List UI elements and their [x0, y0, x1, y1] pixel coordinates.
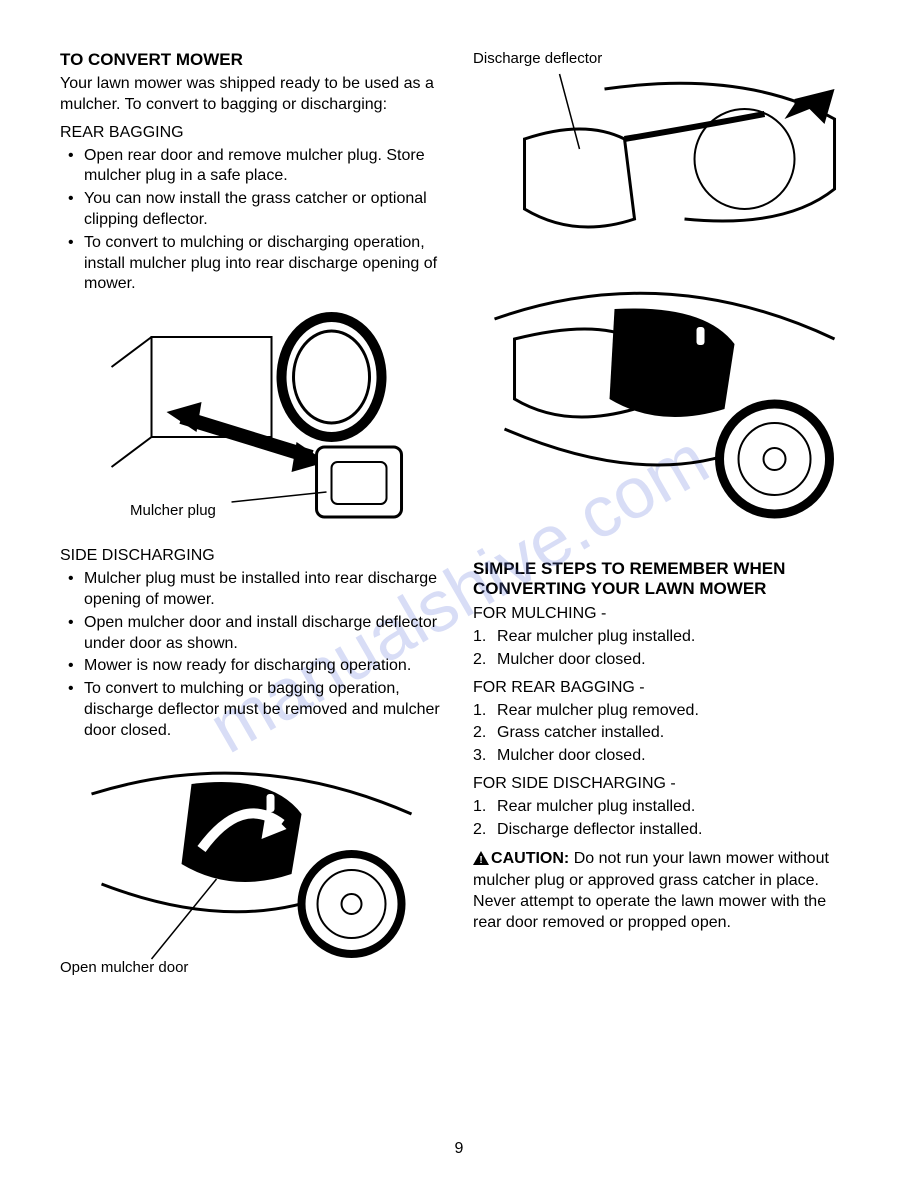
- subheading-for-side-discharging: FOR SIDE DISCHARGING -: [473, 775, 856, 793]
- caution-label: CAUTION:: [491, 850, 569, 867]
- subheading-for-rear-bagging: FOR REAR BAGGING -: [473, 679, 856, 697]
- list-item: 2.Discharge deflector installed.: [473, 820, 856, 841]
- diagram-mulcher-plug: Mulcher plug: [60, 307, 443, 527]
- heading-convert-mower: TO CONVERT MOWER: [60, 50, 443, 70]
- intro-text: Your lawn mower was shipped ready to be …: [60, 74, 443, 116]
- list-for-rear-bagging: 1.Rear mulcher plug removed. 2.Grass cat…: [473, 701, 856, 767]
- bullets-side-discharging: Mulcher plug must be installed into rear…: [60, 569, 443, 741]
- list-item: 1.Rear mulcher plug installed.: [473, 797, 856, 818]
- diagram-svg: [473, 69, 856, 269]
- subheading-for-mulching: FOR MULCHING -: [473, 605, 856, 623]
- list-item-text: Mulcher door closed.: [497, 651, 646, 668]
- diagram-svg: [473, 279, 856, 539]
- warning-icon: !: [473, 851, 489, 872]
- content-columns: TO CONVERT MOWER Your lawn mower was shi…: [60, 50, 858, 984]
- left-column: TO CONVERT MOWER Your lawn mower was shi…: [60, 50, 443, 984]
- label-open-mulcher-door: Open mulcher door: [60, 959, 188, 976]
- heading-simple-steps: SIMPLE STEPS TO REMEMBER WHEN CONVERTING…: [473, 559, 856, 599]
- bullets-rear-bagging: Open rear door and remove mulcher plug. …: [60, 146, 443, 296]
- bullet-item: Mower is now ready for discharging opera…: [60, 656, 443, 677]
- bullet-item: Open rear door and remove mulcher plug. …: [60, 146, 443, 188]
- diagram-discharge-deflector: [473, 69, 856, 269]
- bullet-item: Open mulcher door and install discharge …: [60, 613, 443, 655]
- list-item-text: Rear mulcher plug removed.: [497, 702, 699, 719]
- label-mulcher-plug: Mulcher plug: [130, 502, 216, 519]
- right-column: Discharge deflector: [473, 50, 856, 984]
- label-discharge-deflector: Discharge deflector: [473, 50, 856, 67]
- list-item-text: Rear mulcher plug installed.: [497, 798, 695, 815]
- subheading-rear-bagging: REAR BAGGING: [60, 124, 443, 142]
- list-item: 2.Mulcher door closed.: [473, 650, 856, 671]
- diagram-svg: [60, 307, 443, 527]
- diagram-open-mulcher-door: Open mulcher door: [60, 754, 443, 984]
- bullet-item: To convert to mulching or bagging operat…: [60, 679, 443, 741]
- list-for-mulching: 1.Rear mulcher plug installed. 2.Mulcher…: [473, 627, 856, 671]
- bullet-item: Mulcher plug must be installed into rear…: [60, 569, 443, 611]
- list-item-text: Rear mulcher plug installed.: [497, 628, 695, 645]
- diagram-deflector-installed: [473, 279, 856, 539]
- subheading-side-discharging: SIDE DISCHARGING: [60, 547, 443, 565]
- list-item: 1.Rear mulcher plug removed.: [473, 701, 856, 722]
- list-item: 2.Grass catcher installed.: [473, 723, 856, 744]
- list-item-text: Discharge deflector installed.: [497, 821, 702, 838]
- list-item: 1.Rear mulcher plug installed.: [473, 627, 856, 648]
- diagram-svg: [60, 754, 443, 984]
- list-for-side-discharging: 1.Rear mulcher plug installed. 2.Dischar…: [473, 797, 856, 841]
- caution-block: ! CAUTION: Do not run your lawn mower wi…: [473, 849, 856, 934]
- bullet-item: To convert to mulching or discharging op…: [60, 233, 443, 295]
- svg-text:!: !: [479, 855, 482, 865]
- page-number: 9: [455, 1140, 464, 1158]
- list-item: 3.Mulcher door closed.: [473, 746, 856, 767]
- list-item-text: Grass catcher installed.: [497, 724, 664, 741]
- list-item-text: Mulcher door closed.: [497, 747, 646, 764]
- bullet-item: You can now install the grass catcher or…: [60, 189, 443, 231]
